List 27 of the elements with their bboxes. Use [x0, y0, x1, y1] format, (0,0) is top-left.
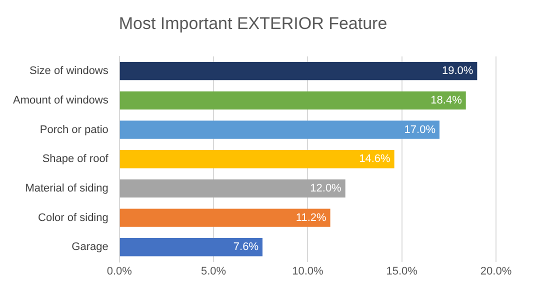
data-label: 11.2%: [296, 212, 327, 224]
y-tick-label: Material of siding: [25, 182, 108, 194]
data-label: 12.0%: [310, 182, 342, 194]
y-tick-label: Amount of windows: [12, 94, 109, 106]
bar: [120, 179, 346, 198]
bar: [120, 208, 330, 227]
data-label: 7.6%: [233, 241, 259, 254]
y-tick-label: Size of windows: [30, 65, 109, 78]
data-label: 17.0%: [404, 124, 436, 136]
data-label: 19.0%: [442, 65, 474, 78]
x-tick-label: 20.0%: [480, 265, 512, 278]
y-tick-label: Shape of roof: [42, 153, 110, 166]
x-tick-label: 15.0%: [386, 265, 418, 278]
y-tick-label: Color of siding: [38, 212, 108, 224]
chart-title: Most Important EXTERIOR Feature: [118, 14, 388, 33]
x-tick-label: 0.0%: [106, 265, 132, 278]
bar: [120, 150, 394, 168]
x-tick-label: 10.0%: [292, 265, 324, 278]
data-label: 18.4%: [430, 94, 462, 106]
bar: [120, 91, 466, 110]
x-tick-label: 5.0%: [200, 265, 226, 278]
data-label: 14.6%: [359, 153, 391, 166]
y-tick-label: Garage: [72, 241, 108, 254]
y-tick-label: Porch or patio: [40, 124, 108, 136]
bar: [120, 62, 478, 80]
bar: [120, 238, 262, 256]
bar: [120, 120, 440, 139]
